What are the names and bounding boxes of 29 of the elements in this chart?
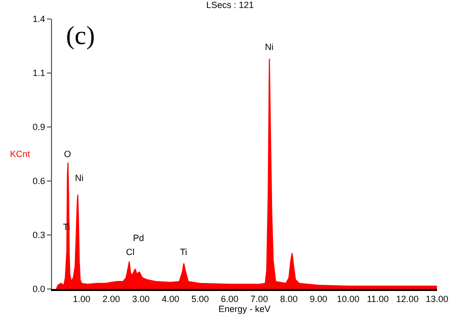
annotation: Ti [180,247,188,257]
annotation: Pd [133,233,144,243]
x-tick-label: 2.00 [102,294,120,304]
x-tick-label: 8.00 [280,294,298,304]
annotation: Cl [126,247,134,257]
y-tick-label: 0.3 [32,230,46,240]
x-tick-label: 11.00 [366,294,389,304]
x-tick-label: 13.00 [426,294,448,304]
x-tick-label: 4.00 [162,294,180,304]
x-tick-label: 6.00 [220,294,238,304]
annotation: (c) [66,21,95,50]
x-tick-label: 12.00 [396,294,419,304]
y-tick-label: 0.9 [32,122,46,132]
annotation: Ni [265,42,274,52]
y-tick-label: 1.4 [32,14,46,24]
x-tick-label: 5.00 [191,294,209,304]
annotation: Ni [75,173,84,183]
y-tick-label: 1.1 [32,68,46,78]
y-tick-label: 0.0 [32,284,46,294]
x-tick-label: 10.00 [336,294,360,304]
y-axis-title: KCnt [10,149,31,159]
x-tick-label: 1.00 [72,294,90,304]
x-axis-title: Energy - keV [218,304,271,314]
y-tick-label: 0.6 [32,176,46,186]
x-tick-label: 9.00 [310,294,328,304]
chart-title: LSecs : 121 [206,0,254,10]
annotation: O [64,149,72,159]
x-tick-label: 7.00 [250,294,268,304]
x-tick-label: 3.00 [132,294,150,304]
